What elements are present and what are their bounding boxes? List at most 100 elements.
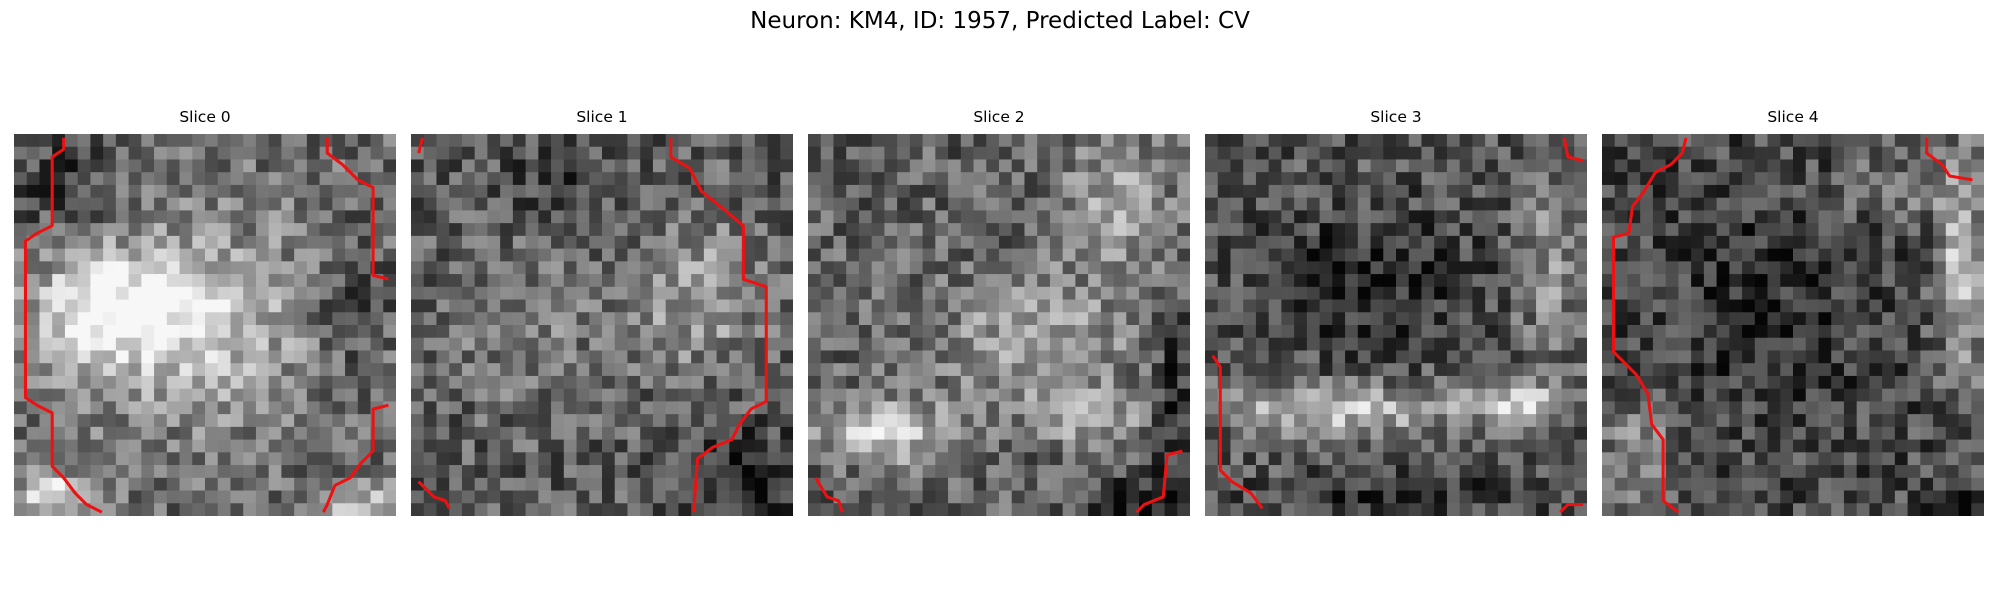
- image-pixel: [1703, 261, 1717, 275]
- image-pixel: [1217, 197, 1231, 211]
- image-pixel: [1843, 286, 1858, 300]
- image-pixel: [948, 490, 962, 504]
- image-pixel: [383, 197, 396, 211]
- image-pixel: [294, 159, 308, 173]
- image-pixel: [205, 235, 219, 249]
- image-pixel: [306, 465, 320, 479]
- image-pixel: [1088, 388, 1102, 402]
- image-pixel: [1869, 337, 1883, 351]
- image-pixel: [230, 363, 244, 377]
- image-pixel: [1113, 261, 1127, 275]
- image-pixel: [871, 248, 885, 262]
- image-pixel: [716, 426, 730, 440]
- image-pixel: [691, 146, 705, 160]
- image-pixel: [1882, 350, 1896, 364]
- image-pixel: [230, 452, 244, 466]
- image-pixel: [332, 426, 346, 440]
- image-pixel: [820, 159, 834, 173]
- image-pixel: [833, 184, 847, 199]
- image-pixel: [141, 337, 155, 351]
- image-pixel: [1205, 477, 1219, 491]
- image-pixel: [1255, 286, 1270, 300]
- image-pixel: [345, 503, 359, 516]
- image-pixel: [1907, 223, 1921, 237]
- image-pixel: [614, 223, 628, 237]
- image-pixel: [1306, 261, 1320, 275]
- image-pixel: [1357, 197, 1371, 211]
- image-pixel: [1805, 210, 1819, 224]
- image-pixel: [1294, 146, 1308, 160]
- contour-line: [417, 480, 451, 510]
- image-pixel: [1075, 426, 1089, 440]
- image-pixel: [1037, 210, 1051, 224]
- image-pixel: [487, 312, 501, 326]
- image-pixel: [1421, 248, 1435, 262]
- image-pixel: [1332, 503, 1346, 516]
- image-pixel: [128, 312, 142, 326]
- image-pixel: [1062, 184, 1076, 199]
- image-pixel: [474, 274, 488, 288]
- image-pixel: [614, 465, 628, 479]
- image-pixel: [205, 172, 219, 186]
- image-pixel: [500, 261, 514, 275]
- image-pixel: [1205, 223, 1219, 237]
- image-pixel: [1113, 299, 1127, 313]
- image-pixel: [1843, 210, 1858, 224]
- image-pixel: [39, 414, 53, 428]
- image-pixel: [960, 146, 974, 160]
- image-pixel: [1627, 414, 1641, 428]
- image-pixel: [1548, 401, 1562, 415]
- image-pixel: [1640, 363, 1654, 377]
- image-pixel: [767, 465, 781, 479]
- image-pixel: [678, 146, 692, 160]
- image-pixel: [1383, 248, 1397, 262]
- image-pixel: [166, 401, 180, 415]
- image-pixel: [1652, 312, 1667, 326]
- image-pixel: [640, 465, 654, 479]
- image-pixel: [345, 375, 359, 390]
- image-pixel: [1446, 235, 1461, 249]
- image-pixel: [1933, 299, 1947, 313]
- image-pixel: [1574, 286, 1587, 300]
- image-pixel: [858, 261, 873, 275]
- image-pixel: [154, 439, 168, 453]
- image-pixel: [1037, 299, 1051, 313]
- image-pixel: [1843, 375, 1858, 390]
- image-pixel: [1894, 184, 1908, 199]
- image-pixel: [243, 465, 257, 479]
- image-pixel: [846, 350, 860, 364]
- image-pixel: [1113, 134, 1127, 148]
- image-pixel: [1332, 465, 1346, 479]
- image-pixel: [449, 414, 463, 428]
- image-pixel: [1869, 274, 1883, 288]
- image-pixel: [1665, 375, 1679, 390]
- image-pixel: [538, 134, 552, 148]
- image-pixel: [1472, 134, 1486, 148]
- image-pixel: [1434, 312, 1448, 326]
- image-pixel: [833, 477, 847, 491]
- image-pixel: [77, 312, 91, 326]
- image-pixel: [1100, 210, 1114, 224]
- image-pixel: [754, 197, 768, 211]
- image-pixel: [1907, 312, 1921, 326]
- image-pixel: [487, 490, 501, 504]
- image-pixel: [1126, 490, 1140, 504]
- image-pixel: [1485, 286, 1499, 300]
- image-pixel: [319, 274, 333, 288]
- image-pixel: [192, 337, 206, 351]
- image-pixel: [512, 490, 526, 504]
- image-pixel: [1088, 312, 1102, 326]
- image-pixel: [652, 210, 667, 224]
- image-pixel: [230, 350, 244, 364]
- image-pixel: [1100, 325, 1114, 339]
- image-pixel: [1485, 439, 1499, 453]
- image-pixel: [1627, 401, 1641, 415]
- image-pixel: [1113, 248, 1127, 262]
- image-pixel: [1536, 490, 1550, 504]
- image-pixel: [703, 452, 717, 466]
- image-pixel: [103, 388, 117, 402]
- image-pixel: [1894, 477, 1908, 491]
- image-pixel: [1652, 299, 1667, 313]
- image-pixel: [1856, 350, 1870, 364]
- image-pixel: [128, 235, 142, 249]
